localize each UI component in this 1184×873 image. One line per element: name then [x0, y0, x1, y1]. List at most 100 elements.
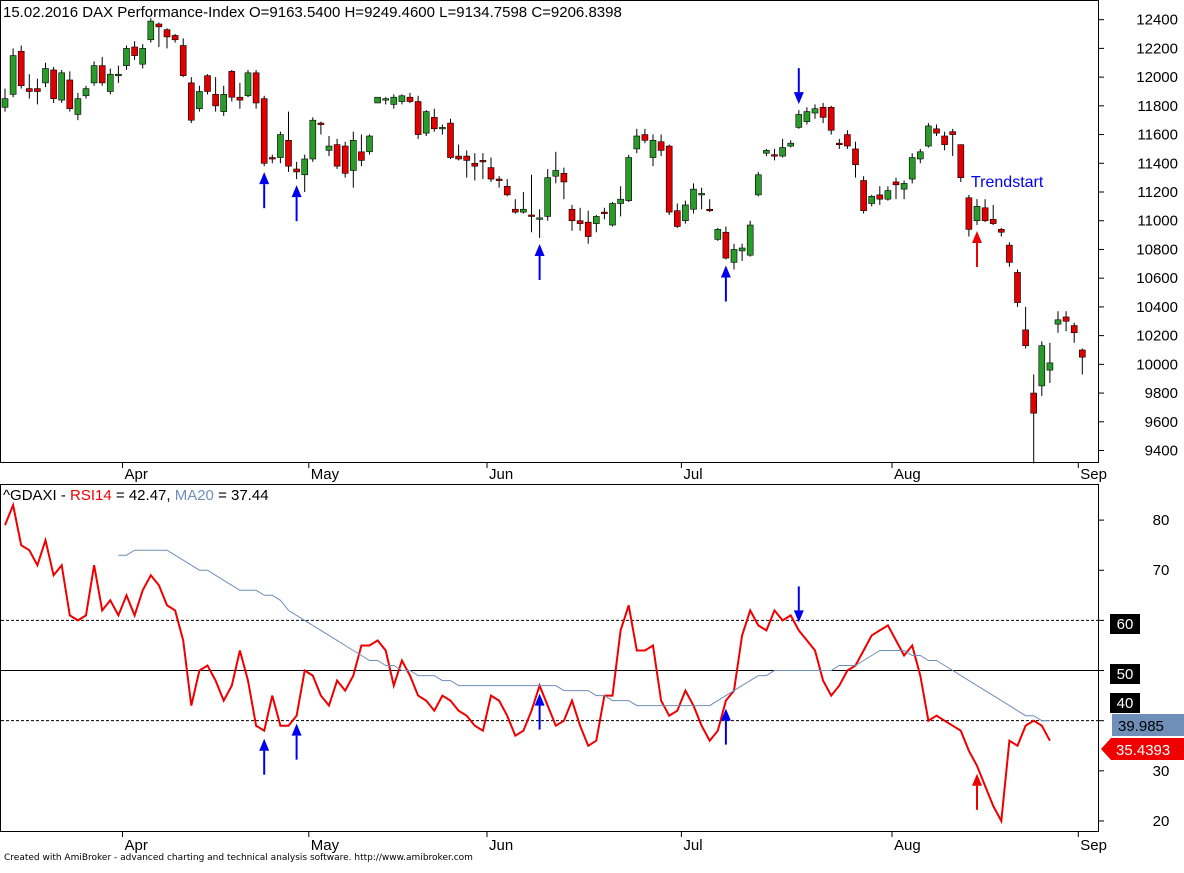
candle-39: [317, 121, 325, 135]
rsi-header-ma-label: MA20: [175, 487, 214, 504]
rsi-series-line: [4, 501, 1051, 825]
candle-body-58: [471, 162, 479, 167]
candle-48: [390, 94, 398, 109]
rsi-header-ma-value: = 37.44: [214, 487, 269, 504]
candle-77: [625, 154, 633, 203]
candle-body-7: [58, 72, 66, 101]
candle-body-59: [479, 160, 487, 163]
candle-body-104: [844, 134, 851, 147]
candle-108: [876, 186, 884, 205]
candle-122: [989, 204, 997, 226]
candle-65: [528, 174, 535, 233]
candle-14: [115, 65, 122, 83]
candle-body-111: [900, 183, 908, 190]
rsi-ytick-label-1: 30: [1153, 763, 1170, 780]
candle-body-101: [819, 106, 827, 118]
candle-body-61: [495, 178, 503, 181]
candle-body-69: [560, 173, 568, 183]
candle-body-106: [860, 180, 867, 211]
candle-body-129: [1046, 362, 1054, 371]
candle-body-21: [171, 35, 179, 41]
candle-60: [487, 157, 495, 182]
candle-132: [1070, 322, 1078, 343]
rsi-signal-arrow-5: [972, 773, 982, 810]
price-ytick-label-8: 11000: [1137, 213, 1178, 230]
candle-127: [1030, 374, 1037, 464]
candle-82: [665, 144, 673, 215]
candle-body-49: [398, 95, 406, 102]
rsi-signal-arrow-4: [793, 586, 804, 623]
candle-body-89: [722, 231, 730, 259]
candle-body-8: [66, 79, 74, 110]
candle-120: [973, 199, 981, 226]
candle-94: [763, 148, 770, 157]
candle-93: [754, 171, 762, 197]
rsi-signal-arrow-1-head: [291, 723, 302, 736]
price-xtick-label-4: Aug: [894, 466, 921, 483]
candle-56: [455, 144, 462, 161]
rsi-ytick-label-6: 80: [1153, 512, 1170, 529]
candle-79: [641, 128, 649, 144]
candle-45: [366, 134, 373, 155]
price-signal-arrow-4: [793, 68, 804, 105]
candle-body-64: [520, 208, 527, 213]
rsi-ytick-label-5: 70: [1153, 562, 1170, 579]
candle-body-123: [997, 229, 1005, 233]
candle-body-81: [657, 141, 665, 151]
candle-body-2: [17, 50, 25, 87]
candle-31: [252, 69, 260, 109]
candle-body-31: [252, 72, 260, 104]
candle-33: [268, 154, 276, 164]
candle-112: [908, 153, 916, 184]
price-signal-arrow-5: [972, 231, 982, 268]
ma-value-badge-text: 39.985: [1118, 718, 1164, 735]
candle-body-16: [131, 46, 138, 56]
candle-25: [204, 74, 211, 95]
candle-body-24: [196, 91, 203, 110]
candle-13: [107, 68, 114, 95]
candle-128: [1038, 341, 1046, 396]
candle-40: [325, 135, 333, 157]
candle-55: [447, 118, 454, 159]
candle-103: [835, 138, 843, 149]
price-ytick-label-7: 10800: [1136, 241, 1178, 258]
candle-body-125: [1014, 272, 1021, 303]
candle-body-76: [617, 198, 624, 204]
price-xtick-label-5: Sep: [1080, 466, 1107, 483]
candle-body-77: [625, 157, 633, 201]
candle-body-121: [981, 207, 989, 222]
candle-body-46: [374, 96, 381, 104]
candle-37: [301, 154, 309, 193]
candle-88: [714, 227, 722, 241]
candle-58: [471, 153, 479, 181]
candle-body-78: [633, 135, 641, 150]
price-ytick-label-1: 9600: [1145, 414, 1178, 431]
candle-126: [1022, 306, 1029, 349]
candle-95: [771, 148, 778, 161]
candle-body-54: [439, 127, 446, 130]
candle-body-63: [511, 208, 519, 213]
candle-body-108: [876, 194, 884, 200]
rsi-panel-frame: [0, 484, 1099, 832]
rsi-header-rsi-value: = 42.47,: [112, 487, 175, 504]
candle-body-45: [366, 135, 373, 153]
candle-body-51: [414, 101, 422, 135]
candle-body-99: [803, 111, 811, 122]
candle-19: [155, 22, 163, 47]
candle-body-39: [317, 122, 325, 125]
candle-body-85: [690, 188, 697, 210]
candle-22: [179, 38, 187, 78]
candle-84: [682, 200, 689, 224]
candle-body-116: [941, 135, 948, 145]
price-panel-frame: [0, 0, 1099, 463]
candle-body-122: [989, 218, 997, 224]
candle-116: [941, 131, 948, 151]
level-badge-60: 60: [1110, 614, 1140, 634]
price-ytick-label-10: 11400: [1137, 155, 1178, 172]
candle-18: [147, 18, 155, 43]
candle-body-132: [1070, 325, 1078, 334]
candle-body-36: [293, 168, 300, 173]
price-signal-arrow-3-head: [720, 265, 731, 278]
candle-body-71: [576, 220, 584, 224]
